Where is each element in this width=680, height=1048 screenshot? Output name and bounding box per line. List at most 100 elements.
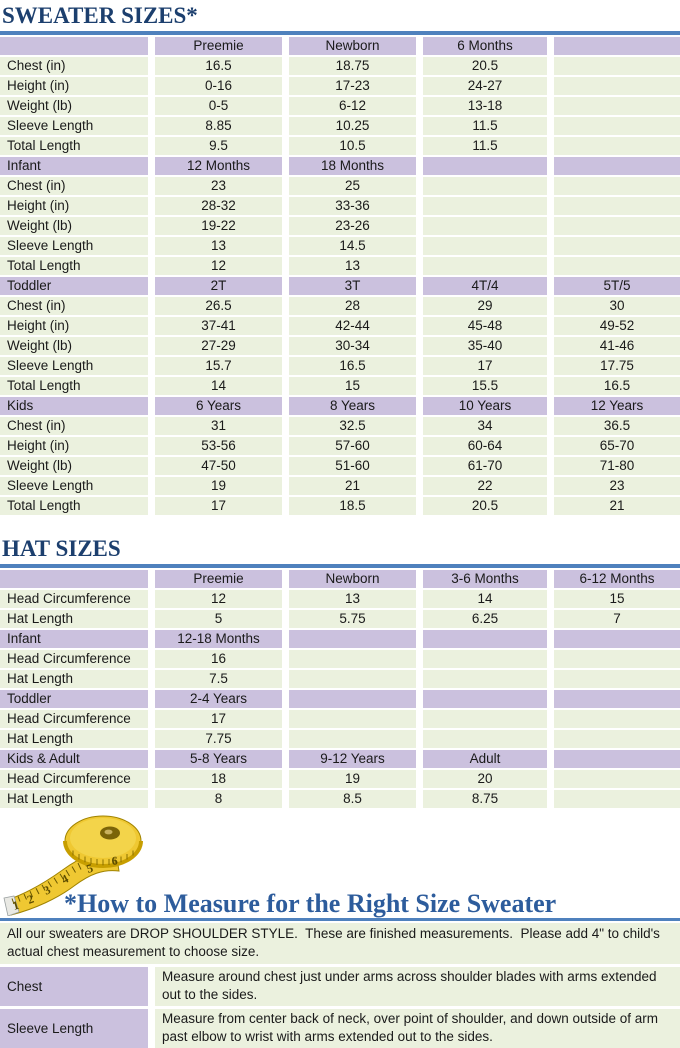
size-header-cell [554, 690, 680, 708]
value-cell: 17-23 [289, 77, 416, 95]
size-header-cell: 12 Years [554, 397, 680, 415]
value-cell: 16 [155, 650, 282, 668]
value-cell: 7.75 [155, 730, 282, 748]
band-header-row: Toddler 2-4 Years [0, 690, 680, 708]
value-cell: 37-41 [155, 317, 282, 335]
value-cell [423, 730, 547, 748]
band-header-row: Infant 12 Months 18 Months [0, 157, 680, 175]
measure-intro: All our sweaters are DROP SHOULDER STYLE… [0, 923, 680, 964]
value-cell [423, 217, 547, 235]
value-cell [554, 137, 680, 155]
measure-heading-block: 1 2 3 4 5 6 *How to Measure for the Righ… [0, 810, 680, 918]
table-row: Height (in) 37-41 42-44 45-48 49-52 [0, 317, 680, 335]
tape-measure-icon: 1 2 3 4 5 6 [3, 815, 143, 916]
band-header-row: Preemie Newborn 6 Months [0, 37, 680, 55]
row-label-cell: Sleeve Length [0, 237, 148, 255]
value-cell: 21 [289, 477, 416, 495]
table-row: Total Length 12 13 [0, 257, 680, 275]
size-header-cell: 4T/4 [423, 277, 547, 295]
row-label-cell: Head Circumference [0, 710, 148, 728]
value-cell: 17 [423, 357, 547, 375]
value-cell [554, 650, 680, 668]
size-header-cell: 5-8 Years [155, 750, 282, 768]
band-header-row: Infant 12-18 Months [0, 630, 680, 648]
value-cell: 20 [423, 770, 547, 788]
table-row: Head Circumference 12 13 14 15 [0, 590, 680, 608]
row-label-cell: Total Length [0, 377, 148, 395]
row-label-cell: Height (in) [0, 437, 148, 455]
size-header-cell [554, 37, 680, 55]
value-cell: 23-26 [289, 217, 416, 235]
value-cell: 28 [289, 297, 416, 315]
value-cell [554, 77, 680, 95]
band-title-cell [0, 37, 148, 55]
row-label-cell: Weight (lb) [0, 97, 148, 115]
value-cell: 57-60 [289, 437, 416, 455]
row-label-cell: Weight (lb) [0, 457, 148, 475]
value-cell: 14 [423, 590, 547, 608]
value-cell: 24-27 [423, 77, 547, 95]
value-cell: 18.75 [289, 57, 416, 75]
value-cell: 11.5 [423, 117, 547, 135]
value-cell [554, 670, 680, 688]
value-cell: 10.25 [289, 117, 416, 135]
band-title-cell: Kids & Adult [0, 750, 148, 768]
measure-row-sleeve: Sleeve Length Measure from center back o… [0, 1009, 680, 1048]
value-cell [289, 650, 416, 668]
value-cell: 33-36 [289, 197, 416, 215]
row-label-cell: Sleeve Length [0, 477, 148, 495]
value-cell: 34 [423, 417, 547, 435]
tape-number: 6 [111, 854, 118, 868]
value-cell [554, 770, 680, 788]
row-label-cell: Total Length [0, 497, 148, 515]
value-cell: 8.5 [289, 790, 416, 808]
size-header-cell: 3T [289, 277, 416, 295]
row-label-cell: Hat Length [0, 790, 148, 808]
sweater-title-rule [0, 31, 680, 35]
row-label-cell: Sleeve Length [0, 117, 148, 135]
value-cell: 8.75 [423, 790, 547, 808]
value-cell [554, 57, 680, 75]
value-cell: 61-70 [423, 457, 547, 475]
size-header-cell [554, 630, 680, 648]
value-cell: 12 [155, 257, 282, 275]
band-title-cell: Toddler [0, 690, 148, 708]
table-row: Head Circumference 16 [0, 650, 680, 668]
size-header-cell: Preemie [155, 570, 282, 588]
size-header-cell [554, 750, 680, 768]
row-label-cell: Head Circumference [0, 650, 148, 668]
size-header-cell: Adult [423, 750, 547, 768]
size-header-cell: Preemie [155, 37, 282, 55]
band-header-row: Toddler 2T 3T 4T/4 5T/5 [0, 277, 680, 295]
row-label-cell: Total Length [0, 257, 148, 275]
value-cell: 36.5 [554, 417, 680, 435]
tape-number: 5 [85, 861, 95, 876]
value-cell: 25 [289, 177, 416, 195]
row-label-cell: Total Length [0, 137, 148, 155]
value-cell: 28-32 [155, 197, 282, 215]
value-cell: 13-18 [423, 97, 547, 115]
value-cell: 17 [155, 497, 282, 515]
value-cell [554, 217, 680, 235]
section-gap [0, 517, 680, 533]
band-header-row: Kids & Adult 5-8 Years 9-12 Years Adult [0, 750, 680, 768]
value-cell: 65-70 [554, 437, 680, 455]
band-title-cell: Infant [0, 630, 148, 648]
size-header-cell: Newborn [289, 570, 416, 588]
row-label-cell: Hat Length [0, 730, 148, 748]
value-cell: 8.85 [155, 117, 282, 135]
size-header-cell: 8 Years [289, 397, 416, 415]
hat-sizes-title: HAT SIZES [2, 536, 121, 561]
table-row: Total Length 14 15 15.5 16.5 [0, 377, 680, 395]
sweater-sizes-title: SWEATER SIZES* [2, 3, 198, 28]
value-cell [554, 117, 680, 135]
value-cell: 19 [289, 770, 416, 788]
band-title-cell: Kids [0, 397, 148, 415]
table-row: Hat Length 7.5 [0, 670, 680, 688]
table-row: Height (in) 53-56 57-60 60-64 65-70 [0, 437, 680, 455]
value-cell: 6.25 [423, 610, 547, 628]
value-cell: 23 [554, 477, 680, 495]
value-cell: 42-44 [289, 317, 416, 335]
value-cell [289, 670, 416, 688]
value-cell: 20.5 [423, 497, 547, 515]
